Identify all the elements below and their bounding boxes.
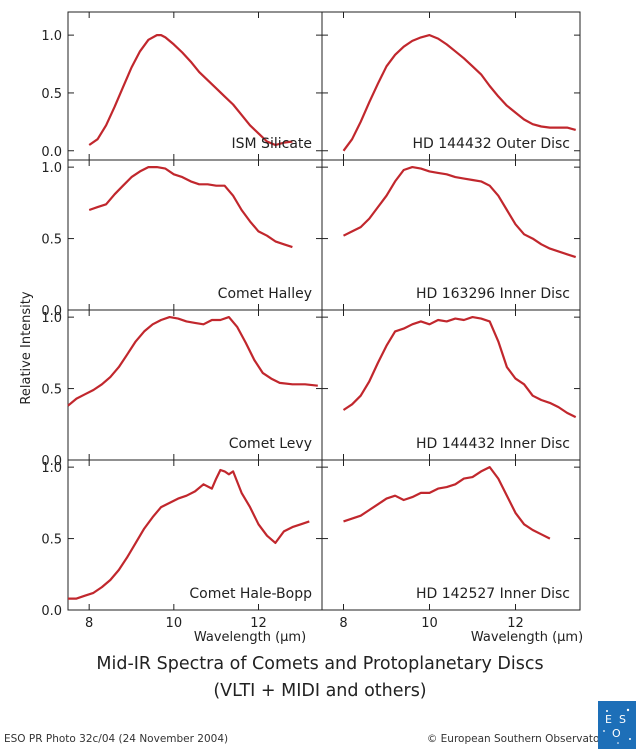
y-tick-label: 1.0 [41, 29, 62, 44]
spectrum-panel: HD 144432 Inner Disc [322, 310, 580, 461]
svg-text:O: O [612, 727, 621, 740]
svg-text:E: E [605, 713, 612, 726]
spectrum-line [342, 34, 576, 152]
y-tick-label: 0.0 [41, 604, 62, 619]
figure-caption-subtitle: (VLTI + MIDI and others) [213, 681, 427, 701]
x-axis-label-right: Wavelength (µm) [471, 630, 583, 645]
panel-label: ISM Silicate [232, 136, 312, 152]
spectrum-panel: HD 144432 Outer Disc [322, 12, 580, 160]
panel-label: HD 144432 Inner Disc [416, 436, 570, 452]
spectrum-line [343, 166, 577, 259]
y-tick-label: 0.5 [41, 533, 62, 548]
spectrum-line [343, 466, 551, 540]
eso-logo-icon: E S O [598, 701, 636, 749]
svg-text:S: S [619, 713, 626, 726]
y-tick-label: 1.0 [41, 461, 62, 476]
photo-id-text: ESO PR Photo 32c/04 (24 November 2004) [4, 733, 229, 745]
panel-label: HD 163296 Inner Disc [416, 286, 570, 302]
panel-label: Comet Levy [229, 436, 312, 452]
spectrum-panel: 0.0 0.5 1.0 8 10 12 Comet Hale-Bopp [41, 460, 322, 631]
x-tick-label: 12 [250, 616, 267, 631]
y-tick-label: 0.0 [41, 454, 62, 469]
y-tick-label: 0.5 [41, 87, 62, 102]
spectrum-line [342, 316, 577, 419]
x-tick-label: 10 [166, 616, 183, 631]
y-tick-label: 0.0 [41, 145, 62, 160]
x-axis-label-left: Wavelength (µm) [194, 630, 306, 645]
panel-label: HD 142527 Inner Disc [416, 586, 570, 602]
spectrum-line [68, 468, 310, 600]
x-tick-label: 12 [507, 616, 524, 631]
panel-label: HD 144432 Outer Disc [412, 136, 570, 152]
y-tick-label: 0.5 [41, 383, 62, 398]
y-tick-label: 0.0 [41, 304, 62, 319]
panel-label: Comet Hale-Bopp [189, 586, 312, 602]
spectrum-panel: 0.0 0.5 1.0 Comet Levy [41, 310, 322, 469]
spectrum-line [67, 316, 318, 407]
y-tick-label: 1.0 [41, 161, 62, 176]
y-tick-label: 0.5 [41, 233, 62, 248]
y-axis-label: Relative Intensity [19, 291, 34, 404]
x-tick-label: 10 [421, 616, 438, 631]
figure-caption-title: Mid-IR Spectra of Comets and Protoplanet… [96, 654, 544, 674]
x-tick-label: 8 [339, 616, 347, 631]
spectrum-line [88, 166, 293, 249]
y-tick-label: 1.0 [41, 311, 62, 326]
spectrum-line [88, 34, 293, 147]
spectrum-panel: 0.0 0.5 1.0 Comet Halley [41, 160, 322, 319]
panel-label: Comet Halley [218, 286, 312, 302]
panel-grid: 0.0 0.5 1.0 ISM Silicate HD 144432 Outer Dis… [41, 11, 581, 631]
copyright-text: © European Southern Observatory [426, 733, 610, 745]
spectrum-panel: 8 10 12 HD 142527 Inner Disc [322, 460, 580, 631]
x-tick-label: 8 [85, 616, 93, 631]
spectrum-panel: HD 163296 Inner Disc [322, 160, 580, 311]
spectrum-panel: 0.0 0.5 1.0 ISM Silicate [41, 12, 322, 160]
